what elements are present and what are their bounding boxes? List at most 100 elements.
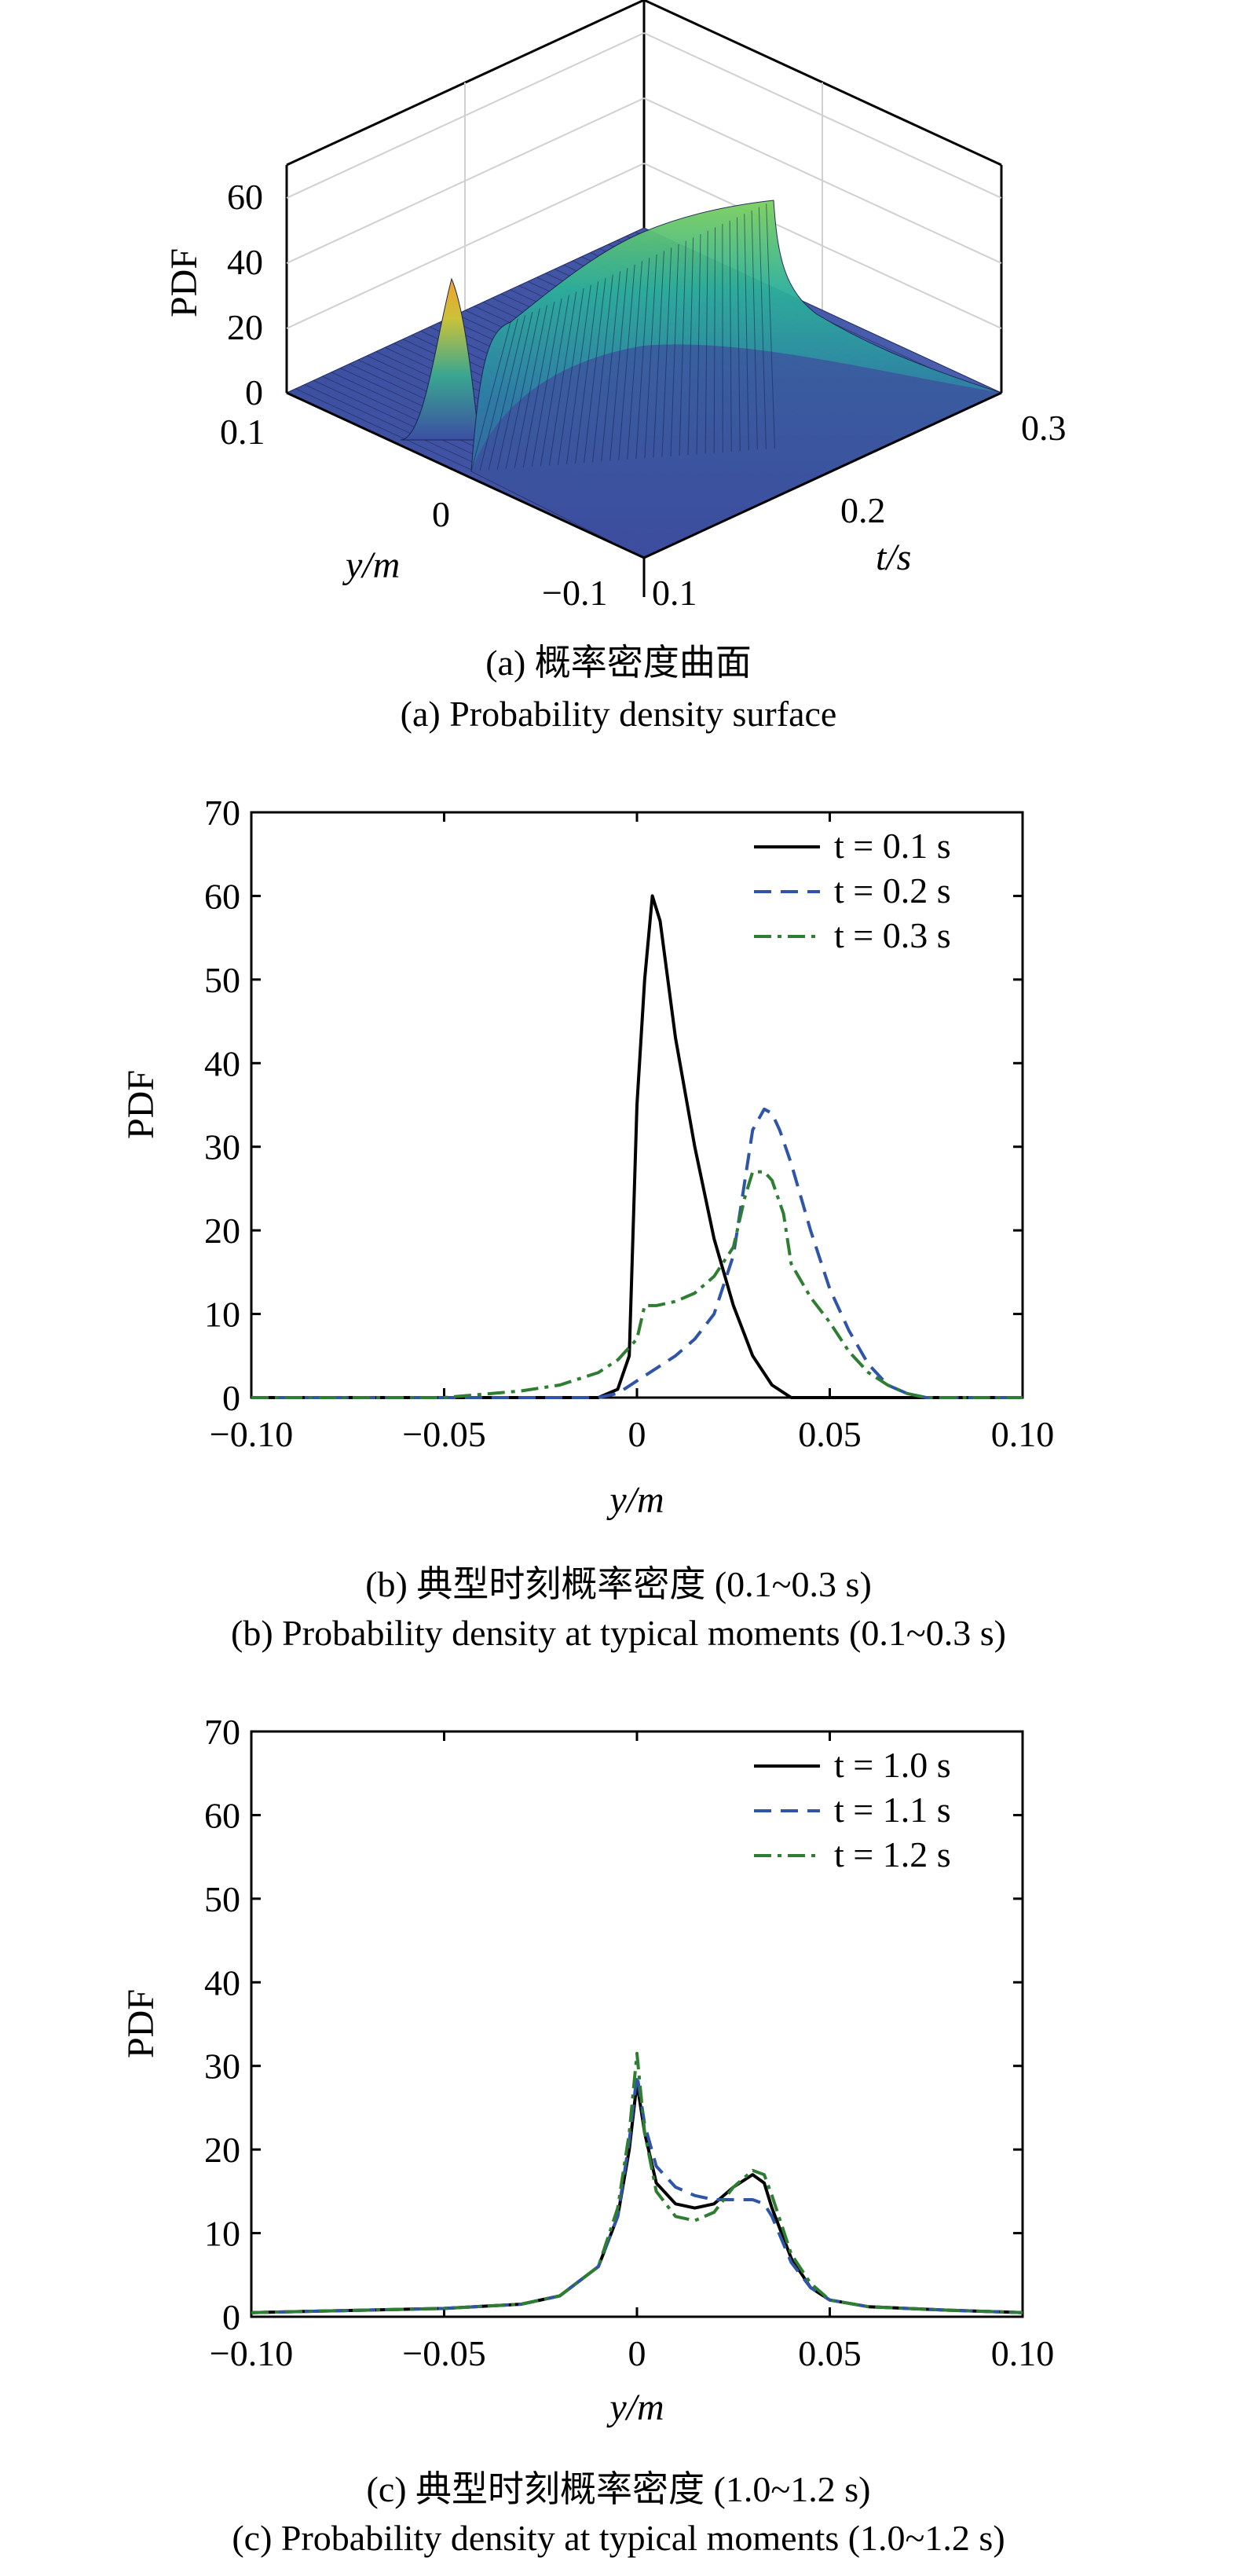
ridge-mesh-line <box>751 210 758 450</box>
series-line-2 <box>251 1107 1023 1399</box>
legend: t = 1.0 s t = 1.1 st = 1.2 s <box>754 1745 951 1874</box>
ridge-mesh-line <box>653 251 664 458</box>
y-tick-label: −0.1 <box>542 573 607 613</box>
ridge-mesh-line <box>496 311 533 470</box>
ridge-mesh-line <box>548 291 577 466</box>
y-tick-label: 0 <box>222 1378 240 1418</box>
ridge-mesh-line <box>679 240 686 456</box>
caption-b-en: (b) Probability density at typical momen… <box>231 1613 1006 1653</box>
x-tick-label: −0.05 <box>402 1414 485 1454</box>
x-tick-label: −0.05 <box>402 2333 485 2373</box>
x-tick-label: 0.10 <box>991 1414 1055 1454</box>
ridge-mesh-line <box>627 261 642 460</box>
t-tick-label: 0.1 <box>652 573 697 613</box>
y-tick-label: 50 <box>204 960 240 1000</box>
ridge-mesh-line <box>488 315 526 471</box>
x-axis-label: y/m <box>606 1479 664 1521</box>
legend-label: t = 0.1 s <box>834 826 951 866</box>
x-tick-label: 0.05 <box>798 1414 862 1454</box>
ridge-mesh-line <box>618 264 635 460</box>
ridge-mesh <box>470 203 775 472</box>
series-line-1 <box>251 894 1023 1399</box>
y-tick-label: 40 <box>204 1962 240 2003</box>
ridge-mesh-line <box>514 305 548 468</box>
series-lines <box>251 2051 1023 2314</box>
t-axis-label: t/s <box>876 537 911 578</box>
ridge-mesh-line <box>557 288 584 465</box>
y-tick-label: 0.1 <box>220 412 265 452</box>
y-tick-label: 70 <box>204 793 240 833</box>
x-ticks: −0.10 −0.05 0 0.05 0.10 <box>210 1731 1054 2373</box>
caption-a-cn: (a) 概率密度曲面 <box>485 643 752 683</box>
caption-c-cn: (c) 典型时刻概率密度 (1.0~1.2 s) <box>366 2469 871 2509</box>
y-axis-label: y/m <box>342 544 400 586</box>
front-box <box>286 391 1002 597</box>
y-ticks: 0 10 20 30 40 50 60 70 <box>204 793 1023 1418</box>
ridge-mesh-line <box>705 230 708 454</box>
z-ticks: 0 20 40 60 <box>227 177 263 412</box>
ridge-mesh-line <box>687 237 694 456</box>
ridge-mesh-line <box>696 234 701 455</box>
ridge-mesh-line <box>744 214 749 451</box>
y-tick-label: 60 <box>204 1795 240 1835</box>
back-grid <box>286 32 1002 329</box>
t-tick-label: 0.2 <box>840 490 886 530</box>
ridge-mesh-line <box>522 302 555 468</box>
series-line-1 <box>251 2081 1023 2314</box>
ridge-mesh-line <box>575 281 599 464</box>
z-axis-label: PDF <box>163 248 205 317</box>
series-lines <box>251 894 1023 1399</box>
ridge-mesh-line <box>565 284 591 464</box>
ridge-mesh-line <box>713 227 716 453</box>
caption-a-en: (a) Probability density surface <box>400 694 837 734</box>
ridge-mesh-line <box>729 220 732 453</box>
line-chart-b: 0 10 20 30 40 50 60 70 −0.10 −0.05 0 0.05 0.10 t = … <box>120 793 1054 1521</box>
z-tick-label: 20 <box>227 307 263 347</box>
ridge-mesh-line <box>758 207 767 449</box>
ridge-mesh-line <box>766 203 775 449</box>
y-tick-label: 60 <box>204 876 240 916</box>
legend-label: t = 1.1 s <box>834 1790 951 1830</box>
legend: t = 0.1 st = 0.2 st = 0.3 s <box>754 826 951 955</box>
y-tick-label: 40 <box>204 1043 240 1083</box>
series-line-3 <box>251 2051 1023 2314</box>
legend-label: t = 1.0 s <box>834 1745 951 1785</box>
y-tick-label: 50 <box>204 1879 240 1919</box>
caption-b-cn: (b) 典型时刻概率密度 (0.1~0.3 s) <box>365 1564 872 1604</box>
y-ticks: 0.1 0 −0.1 <box>220 412 607 613</box>
x-tick-label: 0.05 <box>798 2333 862 2373</box>
ridge-mesh-line <box>584 277 606 464</box>
caption-c-en: (c) Probability density at typical momen… <box>232 2518 1005 2558</box>
y-tick-label: 20 <box>204 2130 240 2170</box>
y-tick-label: 0 <box>432 494 450 534</box>
y-tick-label: 20 <box>204 1211 240 1251</box>
t-tick-label: 0.3 <box>1021 408 1067 448</box>
x-axis-label: y/m <box>606 2387 664 2428</box>
ridge-mesh-line <box>531 298 562 467</box>
y-tick-label: 30 <box>204 1127 240 1167</box>
y-tick-label: 30 <box>204 2047 240 2087</box>
surface-plot: 0 20 40 60 PDF 0.1 0 −0.1 y/m 0.1 0.2 0.… <box>163 0 1067 613</box>
y-ticks: 0 10 20 30 40 50 60 70 <box>204 1712 1023 2337</box>
y-tick-label: 10 <box>204 2214 240 2254</box>
ridge-mesh-line <box>505 308 540 469</box>
series-line-2 <box>251 2072 1023 2314</box>
series-line-3 <box>251 1170 1023 1399</box>
z-tick-label: 40 <box>227 242 263 282</box>
legend-label: t = 0.2 s <box>834 870 951 911</box>
x-ticks: −0.10 −0.05 0 0.05 0.10 <box>210 812 1054 1454</box>
x-tick-label: 0.10 <box>991 2333 1055 2373</box>
y-tick-label: 10 <box>204 1295 240 1335</box>
ridge-mesh-line <box>479 318 518 471</box>
ridge-mesh-line <box>736 217 741 452</box>
surface-ridge-shade <box>471 344 1001 558</box>
ridge-mesh-line <box>661 247 672 457</box>
x-tick-label: 0 <box>628 1414 646 1454</box>
ridge-mesh-line <box>609 268 628 461</box>
t-ticks: 0.1 0.2 0.3 <box>652 408 1067 613</box>
ridge-mesh-line <box>670 244 679 456</box>
ridge-mesh-line <box>644 254 657 459</box>
ridge-mesh-line <box>540 295 569 467</box>
ridge-mesh-line <box>635 258 650 460</box>
legend-label: t = 0.3 s <box>834 915 951 955</box>
